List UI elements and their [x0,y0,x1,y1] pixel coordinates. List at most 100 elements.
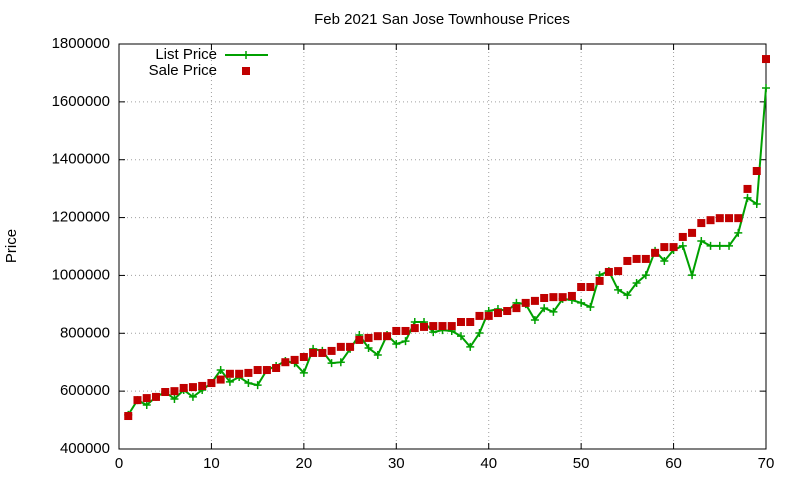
point [456,318,465,327]
point [244,368,253,377]
point [623,256,632,265]
point [743,193,752,202]
point [577,298,586,307]
point [253,366,262,375]
point [762,55,770,64]
point [392,339,401,348]
point [447,322,456,331]
point [651,248,660,257]
x-tick-label: 30 [388,455,405,472]
point [688,228,697,237]
point [641,254,650,263]
point [124,412,133,421]
point [493,309,502,318]
point [697,237,706,246]
point [373,332,382,341]
point [336,358,345,367]
point [456,332,465,341]
x-tick-label: 0 [115,455,123,472]
plot-border [118,43,767,450]
point [225,377,234,386]
point [669,243,678,252]
point [632,254,641,263]
legend-label: List Price [155,46,217,63]
point [475,328,484,337]
point [429,322,438,331]
point [678,241,687,250]
y-tick-label: 1000000 [52,266,110,283]
point [188,392,197,401]
point [216,366,225,375]
point [715,214,724,223]
point [752,199,761,208]
point [678,232,687,241]
point [272,364,281,372]
point [725,214,734,223]
y-tick-label: 600000 [60,382,110,399]
point [614,267,623,276]
x-tick-label: 40 [480,455,497,472]
point [281,358,290,367]
point [586,283,595,291]
point [558,293,567,302]
point [179,383,188,392]
point [512,304,521,313]
point [327,346,336,355]
point [198,381,207,390]
point [392,326,401,335]
point [688,271,697,280]
point [207,379,216,388]
point [530,296,539,305]
point [188,383,197,392]
point [641,271,650,280]
point [660,243,669,252]
point [706,241,715,250]
y-tick-label: 1400000 [52,151,110,168]
point [253,381,262,390]
point [577,283,586,291]
point [725,241,734,250]
point [734,214,743,223]
point [540,304,549,313]
point [290,355,299,364]
x-tick-label: 70 [758,455,775,472]
x-tick-label: 50 [573,455,590,472]
point [540,293,549,302]
point [151,392,160,401]
point [484,311,493,320]
y-tick-label: 1600000 [52,93,110,110]
x-tick-label: 10 [203,455,220,472]
point [466,342,475,351]
point [364,344,373,353]
point [216,375,225,384]
point [466,318,475,327]
point [567,291,576,300]
point [604,267,613,276]
point [355,335,364,344]
chart-title: Feb 2021 San Jose Townhouse Prices [314,11,570,28]
point [383,332,392,341]
point [503,307,512,316]
y-tick-label: 1200000 [52,209,110,226]
point [299,368,308,377]
point [309,348,318,357]
legend-label: Sale Price [149,62,217,79]
point [133,396,142,405]
series-line [127,87,767,416]
point [734,228,743,237]
point [743,184,752,193]
y-tick-label: 800000 [60,324,110,341]
y-tick-label: 1800000 [52,35,110,52]
point [262,366,271,375]
point [401,337,410,346]
point [438,322,447,331]
point [530,315,539,324]
point [614,285,623,294]
point [549,293,558,302]
point [632,278,641,287]
point [142,401,151,410]
point [586,302,595,311]
point [623,291,632,300]
